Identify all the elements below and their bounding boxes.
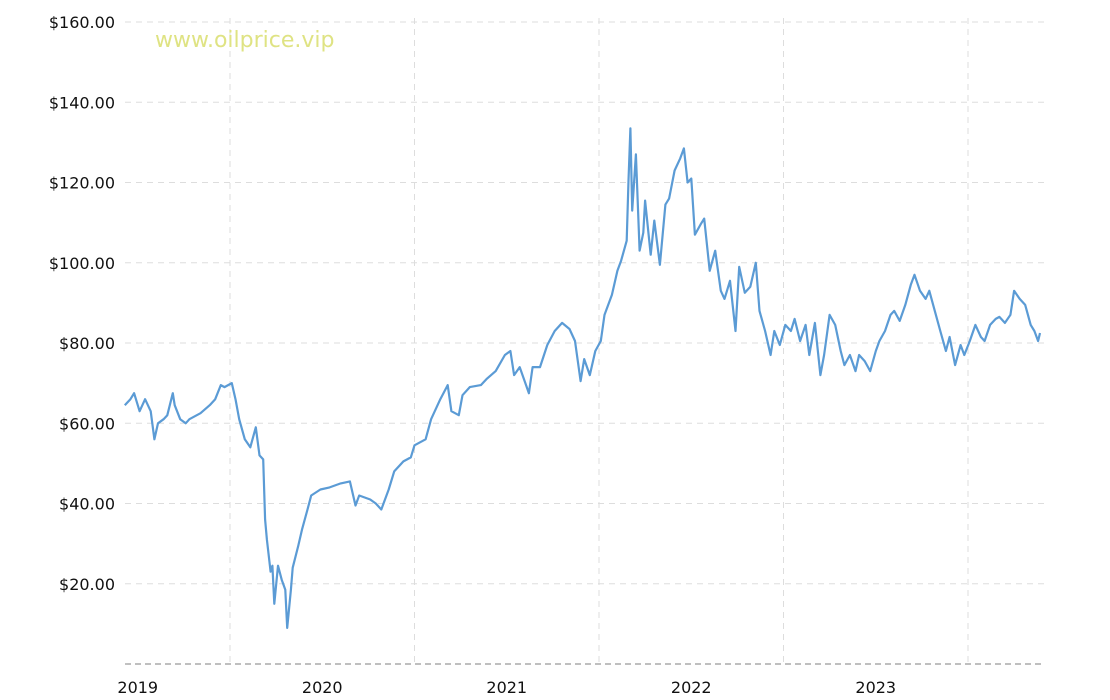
x-axis-ticks: 2019 2020 2021 2022 2023 — [117, 678, 896, 697]
y-tick-label: $140.00 — [49, 93, 115, 112]
y-tick-label: $60.00 — [59, 414, 115, 433]
y-tick-label: $100.00 — [49, 254, 115, 273]
y-tick-label: $20.00 — [59, 575, 115, 594]
price-series-line — [123, 127, 1042, 630]
x-tick-label: 2019 — [117, 678, 158, 697]
y-tick-label: $160.00 — [49, 13, 115, 32]
x-tick-label: 2020 — [302, 678, 343, 697]
watermark: www.oilprice.vip — [155, 28, 334, 53]
y-tick-label: $40.00 — [59, 495, 115, 514]
x-tick-label: 2021 — [486, 678, 527, 697]
x-tick-label: 2022 — [671, 678, 712, 697]
y-axis-ticks: $20.00 $40.00 $60.00 $80.00 $100.00 $120.00 $1… — [49, 13, 115, 594]
gridlines — [125, 18, 1045, 665]
x-tick-label: 2023 — [855, 678, 896, 697]
y-tick-label: $120.00 — [49, 174, 115, 193]
y-tick-label: $80.00 — [59, 334, 115, 353]
